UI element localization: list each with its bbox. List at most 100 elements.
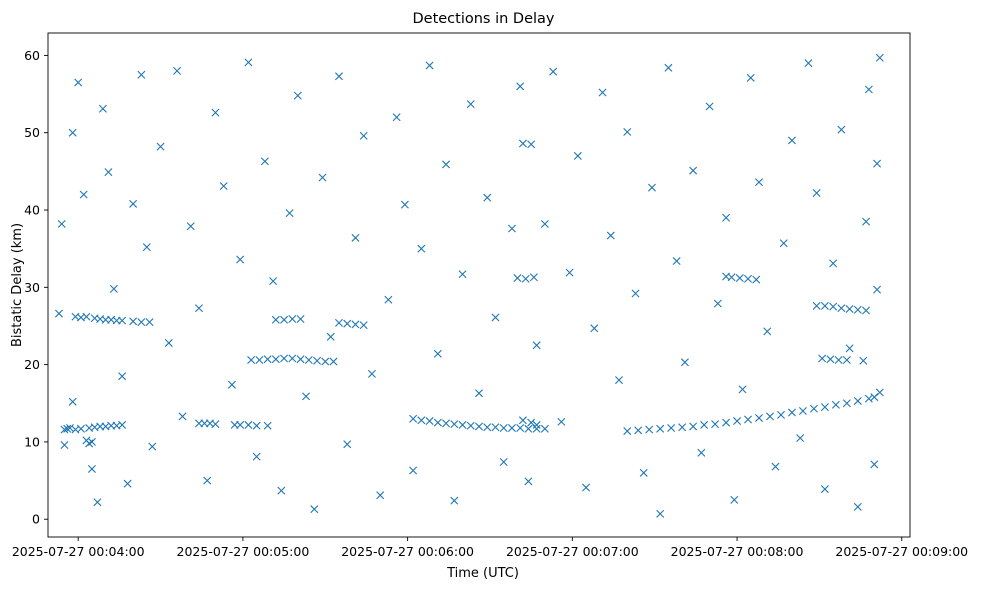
data-point [219, 182, 228, 191]
data-point [798, 407, 807, 415]
data-point [809, 404, 818, 413]
data-point [664, 63, 673, 72]
data-point [873, 285, 882, 294]
data-point [425, 417, 434, 426]
data-point [667, 424, 676, 432]
data-point [483, 423, 492, 432]
data-point [527, 418, 536, 427]
data-point [645, 425, 654, 434]
data-point [442, 160, 451, 169]
data-point [524, 477, 533, 486]
data-points [54, 53, 884, 518]
y-tick-label: 0 [32, 512, 40, 527]
data-point [513, 274, 522, 283]
data-point [376, 491, 385, 500]
data-point [335, 72, 343, 81]
data-point [540, 219, 549, 228]
data-point [450, 496, 459, 505]
data-point [842, 355, 851, 364]
data-point [359, 131, 368, 140]
data-point [499, 424, 508, 432]
data-point [269, 277, 278, 286]
data-point [615, 376, 623, 385]
data-point [818, 354, 827, 363]
data-point [118, 372, 127, 381]
y-tick-label: 30 [24, 280, 40, 295]
data-point [263, 355, 272, 364]
data-point [293, 91, 302, 100]
data-point [302, 392, 311, 401]
data-point [634, 426, 643, 435]
data-point [313, 356, 322, 365]
data-point [656, 424, 665, 433]
data-point [771, 462, 780, 471]
data-point [845, 304, 854, 313]
data-point [722, 418, 731, 427]
data-point [730, 495, 739, 504]
data-point [744, 415, 753, 424]
data-point [367, 369, 376, 378]
data-point [442, 419, 451, 428]
y-axis-label: Bistatic Delay (km) [10, 223, 25, 347]
data-point [433, 349, 442, 358]
data-point [700, 420, 709, 429]
data-point [244, 58, 253, 67]
data-point [705, 102, 714, 111]
data-point [335, 318, 343, 327]
data-point [211, 108, 220, 117]
data-point [277, 486, 286, 495]
data-point [104, 168, 113, 177]
x-tick-label: 2025-07-27 00:09:00 [835, 544, 968, 559]
data-point [288, 315, 297, 324]
data-point [156, 142, 165, 151]
data-point [582, 483, 591, 492]
data-point [129, 317, 138, 326]
data-point [532, 341, 541, 350]
data-point [862, 217, 871, 226]
data-point [285, 209, 294, 218]
data-point [60, 441, 69, 450]
data-point [870, 460, 879, 469]
data-point [864, 394, 873, 403]
data-point [521, 274, 530, 283]
data-point [727, 273, 736, 282]
data-point [466, 421, 475, 430]
data-point [529, 273, 538, 282]
data-point [820, 301, 829, 310]
data-point [875, 388, 884, 397]
data-point [384, 295, 393, 304]
data-point [755, 178, 764, 187]
data-point [236, 420, 245, 429]
data-point [540, 424, 549, 433]
data-point [787, 408, 796, 417]
y-axis-ticks: 0 10 20 30 40 50 60 [24, 48, 48, 527]
data-point [247, 355, 256, 364]
data-point [475, 389, 483, 398]
data-point [68, 128, 77, 137]
data-point [873, 159, 882, 168]
data-point [296, 355, 305, 364]
data-point [458, 270, 467, 279]
data-point [194, 304, 203, 313]
data-point [392, 113, 401, 122]
data-point [148, 442, 157, 451]
data-point [57, 219, 66, 228]
data-point [820, 485, 829, 494]
data-point [211, 420, 220, 429]
data-point [518, 139, 527, 148]
data-point [711, 420, 720, 429]
data-point [796, 434, 805, 443]
data-point [244, 420, 253, 429]
y-tick-label: 60 [24, 48, 40, 63]
data-point [326, 332, 335, 341]
data-point [417, 416, 426, 425]
data-point [280, 315, 289, 324]
data-point [145, 318, 154, 327]
data-point [458, 420, 467, 429]
data-point [518, 416, 527, 425]
data-point [227, 380, 236, 389]
data-point [623, 427, 632, 436]
data-point [812, 301, 821, 310]
